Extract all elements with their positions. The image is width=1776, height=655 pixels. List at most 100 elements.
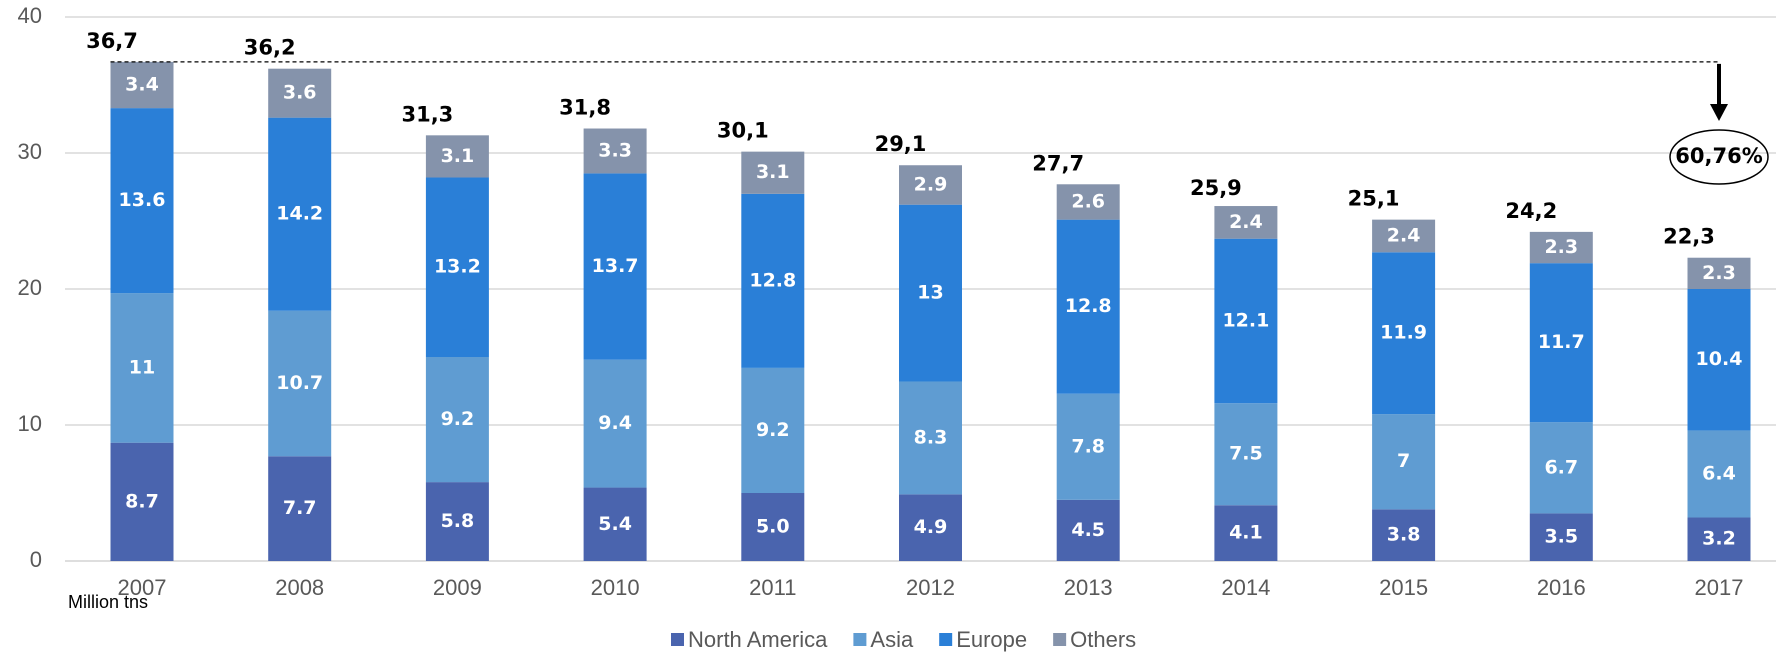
- bar-segment: [425, 177, 489, 357]
- bar-segment: [1687, 430, 1751, 518]
- y-tick-label: 40: [18, 3, 42, 28]
- y-tick-label: 30: [18, 139, 42, 164]
- data-label: 4.9: [914, 516, 948, 538]
- bar-segment: [1214, 505, 1278, 561]
- total-label: 36,7: [86, 29, 138, 53]
- bar-segment: [741, 193, 805, 368]
- y-tick-label: 20: [18, 275, 42, 300]
- annotation: 60,76%: [1675, 144, 1762, 168]
- bar-segment: [110, 293, 174, 443]
- bar-segment: [1529, 231, 1593, 264]
- data-label: 3.4: [125, 74, 159, 96]
- data-label: 9.2: [441, 408, 475, 430]
- x-tick-label: 2016: [1537, 575, 1586, 600]
- bar-segment: [268, 117, 332, 311]
- bar-segment: [1056, 499, 1120, 561]
- data-label: 11.9: [1380, 322, 1427, 344]
- x-tick-label: 2011: [749, 575, 796, 600]
- data-label: 4.5: [1071, 519, 1105, 541]
- data-label: 14.2: [276, 203, 323, 225]
- data-label: 4.1: [1229, 522, 1263, 544]
- bar-segment: [741, 151, 805, 194]
- data-label: 2.4: [1387, 224, 1421, 246]
- y-tick-label: 0: [30, 547, 42, 572]
- data-label: 7.8: [1071, 435, 1105, 457]
- bar-segment: [741, 367, 805, 493]
- bar-segment: [425, 482, 489, 561]
- legend-label: Europe: [956, 627, 1027, 652]
- x-tick-label: 2013: [1064, 575, 1113, 600]
- x-tick-label: 2010: [591, 575, 640, 600]
- data-label: 9.4: [598, 412, 632, 434]
- data-label: 5.4: [598, 513, 632, 535]
- bar-segment: [1056, 219, 1120, 394]
- data-label: 9.2: [756, 419, 790, 441]
- bar-segment: [1214, 238, 1278, 404]
- total-label: 27,7: [1032, 151, 1084, 175]
- bar-segment: [1214, 403, 1278, 506]
- data-label: 3.1: [756, 161, 790, 183]
- data-label: 11: [129, 356, 155, 378]
- data-label: 5.0: [756, 516, 790, 538]
- bar-segment: [583, 359, 647, 488]
- bar-segment: [899, 381, 962, 495]
- bar-segment: [583, 128, 647, 174]
- data-label: 7.7: [283, 497, 317, 519]
- bar-segment: [1056, 184, 1120, 220]
- data-label: 3.2: [1702, 528, 1736, 550]
- total-label: 31,3: [401, 102, 453, 126]
- y-axis-label: Million tns: [68, 592, 148, 612]
- total-label: 29,1: [875, 132, 927, 156]
- bar-segment: [583, 487, 647, 561]
- data-label: 10.7: [276, 372, 323, 394]
- data-label: 5.8: [441, 510, 475, 532]
- data-label: 6.7: [1544, 456, 1578, 478]
- data-label: 3.8: [1387, 524, 1421, 546]
- data-label: 13.7: [592, 255, 639, 277]
- data-label: 8.7: [125, 490, 159, 512]
- data-label: 8.3: [914, 426, 948, 448]
- bar-segment: [110, 61, 174, 109]
- data-label: 13.2: [434, 256, 481, 278]
- data-label: 12.1: [1222, 309, 1269, 331]
- bar-segment: [741, 493, 805, 561]
- total-label: 36,2: [244, 36, 296, 60]
- data-label: 7: [1397, 450, 1410, 472]
- bar-segment: [268, 310, 332, 457]
- total-label: 22,3: [1663, 225, 1715, 249]
- x-tick-label: 2015: [1379, 575, 1428, 600]
- data-label: 11.7: [1538, 331, 1585, 353]
- data-label: 10.4: [1696, 348, 1743, 370]
- bar-segment: [1529, 513, 1593, 561]
- data-label: 3.6: [283, 82, 317, 104]
- bar-segment: [425, 357, 489, 483]
- bar-segment: [268, 456, 332, 561]
- x-tick-label: 2008: [275, 575, 324, 600]
- legend-label: Asia: [870, 627, 914, 652]
- bar-segment: [1529, 263, 1593, 423]
- bar-segment: [1372, 414, 1436, 510]
- bar-segment: [1372, 219, 1436, 253]
- legend-swatch: [939, 633, 953, 646]
- bar-segment: [1687, 517, 1751, 561]
- data-label: 13.6: [119, 189, 166, 211]
- data-label: 13: [917, 282, 943, 304]
- bar-segment: [110, 108, 174, 294]
- x-tick-label: 2017: [1695, 575, 1744, 600]
- data-label: 2.6: [1071, 190, 1105, 212]
- bar-segment: [583, 173, 647, 360]
- legend-label: North America: [688, 627, 828, 652]
- y-tick-label: 10: [18, 411, 42, 436]
- bar-segment: [1372, 509, 1436, 561]
- bar-segment: [1687, 257, 1751, 289]
- x-tick-label: 2007: [118, 575, 167, 600]
- total-label: 31,8: [559, 96, 611, 120]
- data-label: 6.4: [1702, 462, 1736, 484]
- bar-segment: [1214, 206, 1278, 239]
- arrow-head: [1710, 104, 1728, 121]
- bar-segment: [1687, 289, 1751, 431]
- bar-segment: [425, 135, 489, 178]
- data-label: 3.1: [441, 145, 475, 167]
- x-tick-label: 2012: [906, 575, 955, 600]
